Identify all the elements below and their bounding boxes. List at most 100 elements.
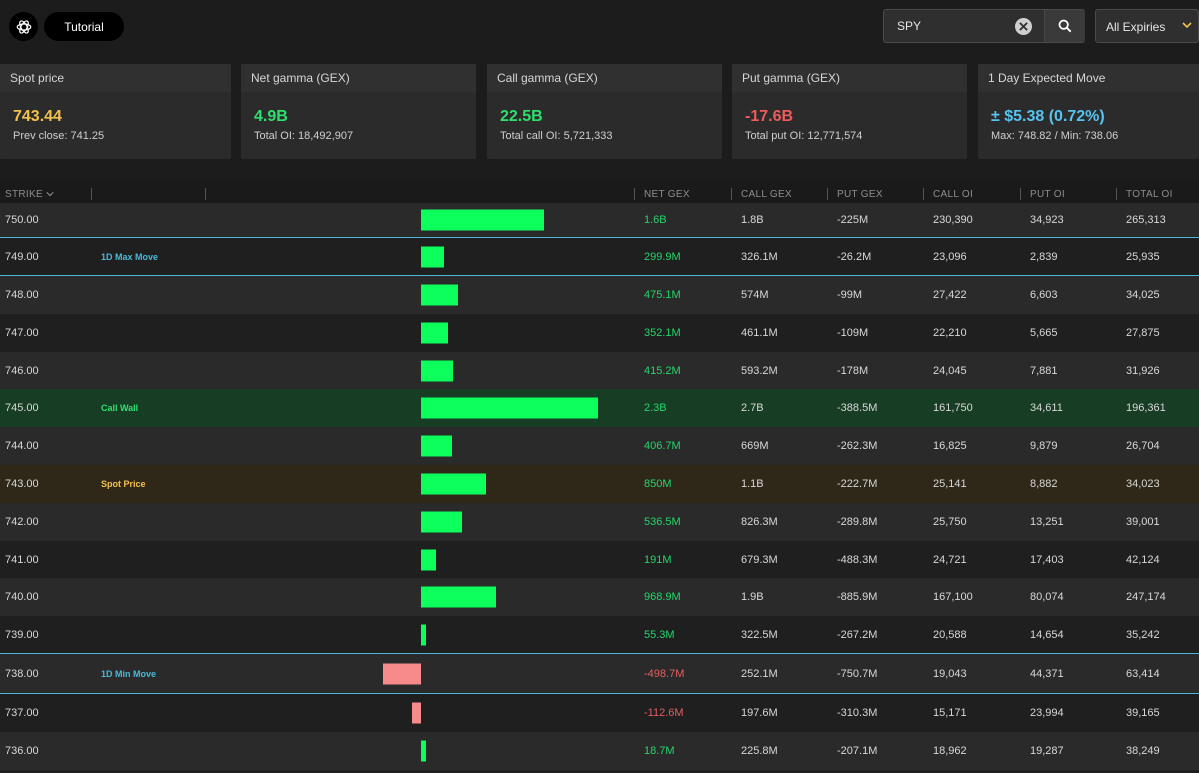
column-divider (923, 188, 924, 200)
search-icon (1058, 19, 1072, 33)
net-gex-cell: 536.5M (644, 516, 681, 528)
positive-gex-bar (421, 586, 496, 608)
table-row[interactable]: 736.00 18.7M 225.8M -207.1M 18,962 19,287 38,2… (0, 732, 1199, 770)
put-gex-cell: -26.2M (837, 250, 872, 263)
put-gex-cell: -267.2M (837, 628, 878, 641)
total-oi-cell: 39,165 (1126, 707, 1160, 719)
ticker-search-input[interactable] (884, 10, 1014, 42)
net-gex-cell: 18.7M (644, 745, 675, 757)
expiry-select[interactable]: All Expiries (1095, 9, 1199, 43)
put-gex-cell: -885.9M (837, 591, 878, 603)
strike-cell: 737.00 (5, 707, 39, 719)
net-gex-cell: 2.3B (644, 402, 667, 414)
column-header-put-oi[interactable]: PUT OI (1030, 189, 1065, 200)
call-gex-cell: 593.2M (741, 364, 778, 377)
positive-gex-bar (421, 740, 426, 762)
call-oi-cell: 24,045 (933, 364, 967, 377)
table-row[interactable]: 742.00 536.5M 826.3M -289.8M 25,750 13,251 39,… (0, 503, 1199, 541)
put-oi-cell: 14,654 (1030, 628, 1064, 641)
call-gex-cell: 826.3M (741, 516, 778, 528)
card-title: 1 Day Expected Move (988, 71, 1106, 85)
put-oi-cell: 34,923 (1030, 214, 1064, 226)
clear-search-icon[interactable] (1015, 18, 1032, 35)
table-row[interactable]: 739.00 55.3M 322.5M -267.2M 20,588 14,654 35,2… (0, 616, 1199, 653)
card-value: 743.44 (13, 108, 62, 125)
call-oi-cell: 25,750 (933, 516, 967, 528)
strike-cell: 745.00 (5, 402, 39, 414)
call-oi-cell: 18,962 (933, 745, 967, 757)
positive-gex-bar (421, 284, 458, 306)
total-oi-cell: 42,124 (1126, 553, 1160, 566)
strike-cell: 749.00 (5, 250, 39, 263)
call-oi-cell: 22,210 (933, 327, 967, 339)
positive-gex-bar (421, 209, 545, 231)
strike-cell: 741.00 (5, 553, 39, 566)
put-oi-cell: 2,839 (1030, 250, 1058, 263)
call-oi-cell: 23,096 (933, 250, 967, 263)
put-oi-cell: 9,879 (1030, 440, 1058, 452)
table-row[interactable]: 744.00 406.7M 669M -262.3M 16,825 9,879 26,704 (0, 427, 1199, 465)
column-header-total-oi[interactable]: TOTAL OI (1126, 189, 1173, 200)
table-row[interactable]: 747.00 352.1M 461.1M -109M 22,210 5,665 27,875 (0, 314, 1199, 352)
call-gex-cell: 1.9B (741, 591, 764, 603)
positive-gex-bar (421, 511, 463, 533)
call-oi-cell: 24,721 (933, 553, 967, 566)
table-row[interactable]: 750.00 1.6B 1.8B -225M 230,390 34,923 265,313 (0, 203, 1199, 237)
net-gex-cell: 968.9M (644, 591, 681, 603)
strike-cell: 748.00 (5, 289, 39, 301)
call-gex-cell: 225.8M (741, 745, 778, 757)
put-oi-cell: 6,603 (1030, 289, 1058, 301)
strike-cell: 742.00 (5, 516, 39, 528)
table-row[interactable]: 740.00 968.9M 1.9B -885.9M 167,100 80,074 247,… (0, 578, 1199, 616)
card-title-bar (978, 64, 1199, 92)
table-row[interactable]: 749.00 299.9M 326.1M -26.2M 23,096 2,839 25,93… (0, 237, 1199, 276)
total-oi-cell: 27,875 (1126, 327, 1160, 339)
column-header-put-gex[interactable]: PUT GEX (837, 189, 883, 200)
column-header-call-gex[interactable]: CALL GEX (741, 189, 792, 200)
table-row[interactable]: 748.00 475.1M 574M -99M 27,422 6,603 34,025 (0, 276, 1199, 314)
app-logo[interactable] (9, 12, 38, 41)
table-row[interactable]: 745.00 2.3B 2.7B -388.5M 161,750 34,611 196,36… (0, 389, 1199, 427)
total-oi-cell: 26,704 (1126, 440, 1160, 452)
summary-cards: Spot price 743.44 Prev close: 741.25 Net ga… (0, 54, 1199, 179)
card-value: ± $5.38 (0.72%) (991, 108, 1105, 125)
table-row[interactable]: 741.00 191M 679.3M -488.3M 24,721 17,403 42,12… (0, 541, 1199, 578)
card-subtitle: Prev close: 741.25 (13, 130, 105, 142)
column-header-strike[interactable]: STRIKE (5, 189, 54, 200)
strike-cell: 736.00 (5, 745, 39, 757)
table-row[interactable]: 738.00 -498.7M 252.1M -750.7M 19,043 44,371 63… (0, 653, 1199, 694)
total-oi-cell: 34,023 (1126, 478, 1160, 490)
table-row[interactable]: 746.00 415.2M 593.2M -178M 24,045 7,881 31,926 (0, 352, 1199, 389)
call-oi-cell: 20,588 (933, 628, 967, 641)
strike-cell: 747.00 (5, 327, 39, 339)
put-gex-cell: -310.3M (837, 707, 878, 719)
column-divider (205, 188, 206, 200)
call-oi-cell: 167,100 (933, 591, 973, 603)
put-oi-cell: 80,074 (1030, 591, 1064, 603)
call-gex-cell: 197.6M (741, 707, 778, 719)
table-row[interactable]: 737.00 -112.6M 197.6M -310.3M 15,171 23,994 39… (0, 694, 1199, 732)
card-title-bar (241, 64, 476, 92)
tutorial-button[interactable]: Tutorial (44, 12, 124, 41)
summary-card: 1 Day Expected Move ± $5.38 (0.72%) Max: 7… (978, 64, 1199, 159)
strike-cell: 740.00 (5, 591, 39, 603)
card-title: Spot price (10, 71, 65, 85)
row-tag-label: Spot Price (101, 479, 146, 489)
column-header-net-gex[interactable]: NET GEX (644, 189, 690, 200)
put-gex-cell: -178M (837, 364, 869, 377)
put-oi-cell: 19,287 (1030, 745, 1064, 757)
total-oi-cell: 38,249 (1126, 745, 1160, 757)
openai-logo-icon (16, 19, 31, 34)
call-oi-cell: 27,422 (933, 289, 967, 301)
card-title-bar (0, 64, 231, 92)
card-title: Net gamma (GEX) (251, 71, 350, 85)
table-row[interactable]: 743.00 850M 1.1B -222.7M 25,141 8,882 34,023 Sp… (0, 465, 1199, 503)
gex-table: STRIKE NET GEX CALL GEX PUT GEX CALL OI … (0, 179, 1199, 773)
total-oi-cell: 63,414 (1126, 667, 1160, 680)
column-header-call-oi[interactable]: CALL OI (933, 189, 974, 200)
strike-cell: 739.00 (5, 628, 39, 641)
search-button[interactable] (1044, 10, 1085, 42)
strike-cell: 746.00 (5, 364, 39, 377)
positive-gex-bar (421, 246, 445, 267)
column-divider (1020, 188, 1021, 200)
